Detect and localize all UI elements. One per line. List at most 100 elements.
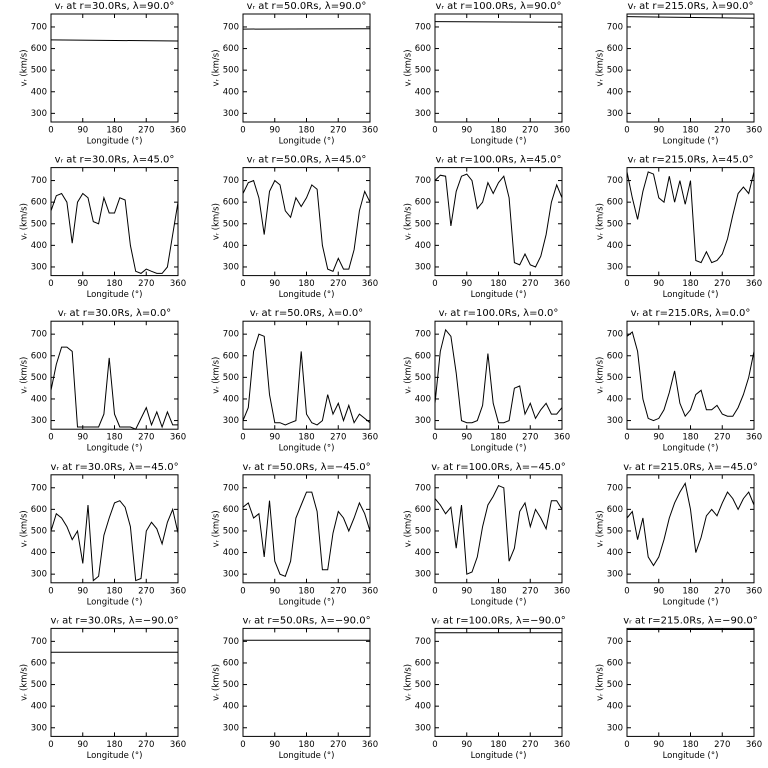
- y-tick-label: 600: [415, 505, 431, 515]
- y-tick-label: 400: [31, 548, 47, 558]
- x-axis-label: Longitude (°): [663, 751, 719, 761]
- chart-title: vᵣ at r=30.0Rs, λ=−45.0°: [50, 462, 178, 473]
- x-tick-label: 360: [746, 433, 762, 443]
- x-tick-label: 90: [77, 126, 88, 136]
- x-tick-label: 0: [624, 586, 629, 596]
- x-tick-label: 180: [298, 586, 314, 596]
- x-axis-label: Longitude (°): [663, 597, 719, 607]
- x-axis-label: Longitude (°): [471, 597, 527, 607]
- chart-title: vᵣ at r=100.0Rs, λ=45.0°: [435, 155, 561, 166]
- x-tick-label: 180: [298, 126, 314, 136]
- y-tick-label: 500: [31, 219, 47, 229]
- x-tick-label: 180: [106, 433, 122, 443]
- x-tick-label: 180: [682, 740, 698, 750]
- x-tick-label: 180: [490, 586, 506, 596]
- chart-title: vᵣ at r=30.0Rs, λ=0.0°: [58, 308, 171, 319]
- x-tick-label: 90: [653, 433, 664, 443]
- y-tick-label: 400: [31, 87, 47, 97]
- y-tick-label: 400: [223, 241, 239, 251]
- x-tick-label: 90: [269, 586, 280, 596]
- x-tick-label: 180: [490, 126, 506, 136]
- x-tick-label: 90: [269, 433, 280, 443]
- x-tick-label: 360: [746, 586, 762, 596]
- y-tick-label: 300: [607, 570, 623, 580]
- x-tick-label: 0: [48, 279, 53, 289]
- y-tick-label: 400: [607, 702, 623, 712]
- y-tick-label: 300: [223, 109, 239, 119]
- plot-frame: [50, 13, 179, 123]
- y-tick-label: 600: [223, 351, 239, 361]
- y-tick-label: 600: [223, 505, 239, 515]
- y-tick-label: 700: [31, 22, 47, 32]
- y-tick-label: 600: [31, 505, 47, 515]
- plot-frame: [50, 167, 179, 277]
- y-axis-label: vᵣ (km/s): [404, 203, 414, 240]
- y-tick-label: 700: [607, 483, 623, 493]
- x-tick-label: 360: [554, 126, 570, 136]
- plot-frame: [434, 320, 563, 430]
- y-tick-label: 700: [415, 637, 431, 647]
- plot-frame: [626, 13, 755, 123]
- y-tick-label: 600: [223, 198, 239, 208]
- y-tick-label: 400: [31, 702, 47, 712]
- y-tick-label: 300: [607, 109, 623, 119]
- x-axis-label: Longitude (°): [471, 751, 527, 761]
- x-tick-label: 270: [714, 433, 730, 443]
- y-axis-label: vᵣ (km/s): [20, 357, 30, 394]
- y-tick-label: 700: [415, 483, 431, 493]
- x-tick-label: 90: [461, 126, 472, 136]
- x-tick-label: 90: [461, 433, 472, 443]
- y-axis-label: vᵣ (km/s): [20, 49, 30, 86]
- x-tick-label: 90: [653, 740, 664, 750]
- y-axis-label: vᵣ (km/s): [212, 664, 222, 701]
- y-axis-label: vᵣ (km/s): [212, 203, 222, 240]
- x-tick-label: 180: [106, 586, 122, 596]
- y-tick-label: 500: [607, 66, 623, 76]
- x-tick-label: 360: [362, 586, 378, 596]
- y-tick-label: 600: [607, 658, 623, 668]
- x-tick-label: 0: [240, 279, 245, 289]
- x-tick-label: 0: [240, 586, 245, 596]
- y-axis-label: vᵣ (km/s): [596, 510, 606, 547]
- y-axis-label: vᵣ (km/s): [212, 49, 222, 86]
- y-axis-label: vᵣ (km/s): [404, 357, 414, 394]
- data-line: [242, 179, 371, 272]
- x-tick-label: 270: [138, 126, 154, 136]
- y-tick-label: 500: [607, 219, 623, 229]
- y-tick-label: 300: [223, 262, 239, 272]
- plot-frame: [242, 474, 371, 584]
- x-tick-label: 90: [77, 586, 88, 596]
- x-tick-label: 180: [298, 279, 314, 289]
- chart-title: vᵣ at r=50.0Rs, λ=90.0°: [247, 1, 367, 12]
- x-tick-label: 270: [714, 586, 730, 596]
- data-line: [434, 173, 563, 268]
- y-tick-label: 500: [31, 373, 47, 383]
- y-axis-label: vᵣ (km/s): [596, 203, 606, 240]
- y-tick-label: 300: [31, 723, 47, 733]
- x-tick-label: 270: [714, 740, 730, 750]
- chart-title: vᵣ at r=215.0Rs, λ=−45.0°: [623, 462, 758, 473]
- x-axis-label: Longitude (°): [279, 137, 335, 147]
- plot-frame: [626, 627, 755, 737]
- x-tick-label: 180: [682, 586, 698, 596]
- x-axis-label: Longitude (°): [87, 444, 143, 454]
- x-tick-label: 0: [432, 279, 437, 289]
- chart-title: vᵣ at r=100.0Rs, λ=0.0°: [439, 308, 559, 319]
- x-axis-label: Longitude (°): [87, 597, 143, 607]
- x-tick-label: 270: [138, 586, 154, 596]
- y-tick-label: 400: [415, 87, 431, 97]
- x-tick-label: 90: [269, 279, 280, 289]
- chart-title: vᵣ at r=50.0Rs, λ=0.0°: [250, 308, 363, 319]
- y-tick-label: 600: [415, 44, 431, 54]
- x-tick-label: 360: [170, 586, 186, 596]
- x-axis-label: Longitude (°): [471, 137, 527, 147]
- y-tick-label: 700: [31, 483, 47, 493]
- y-tick-label: 700: [223, 483, 239, 493]
- y-tick-label: 600: [31, 658, 47, 668]
- y-tick-label: 600: [415, 351, 431, 361]
- x-tick-label: 270: [522, 279, 538, 289]
- chart-title: vᵣ at r=30.0Rs, λ=−90.0°: [50, 615, 178, 626]
- y-tick-label: 400: [415, 394, 431, 404]
- x-tick-label: 180: [490, 740, 506, 750]
